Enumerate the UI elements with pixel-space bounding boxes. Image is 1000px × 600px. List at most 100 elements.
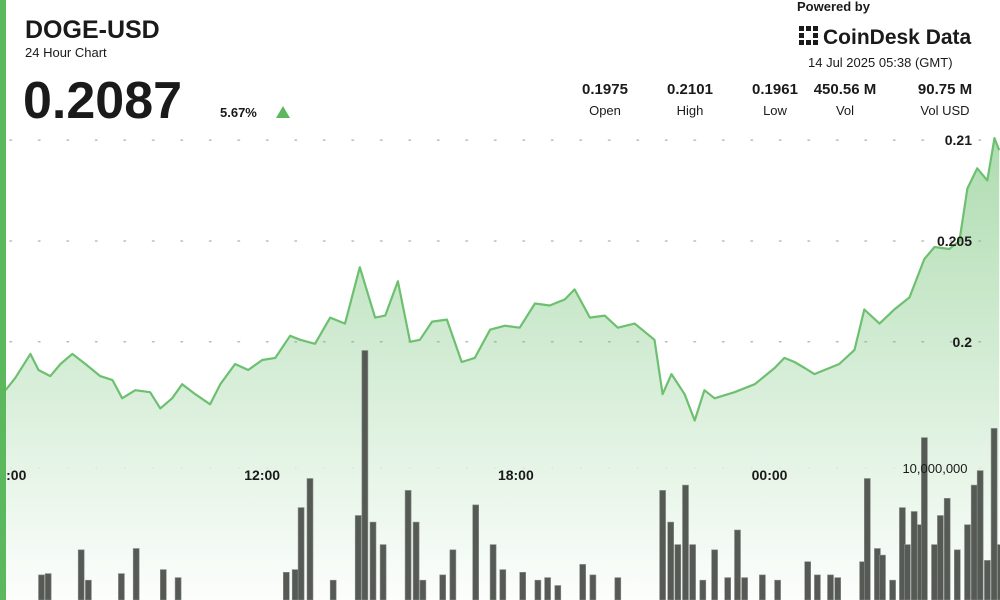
powered-by: Powered by	[797, 0, 871, 14]
plot-area: 0.2 0.205 0.21 06:00 12:00 18:00 00:00 10,000,0…	[0, 132, 1000, 600]
subtitle: 24 Hour Chart	[25, 45, 107, 60]
volume-bar	[682, 484, 689, 600]
brand: CoinDesk Data	[823, 26, 972, 49]
volume-bar	[44, 573, 52, 600]
volume-bar	[472, 504, 480, 600]
label-layer: 0.2 0.205 0.21 06:00 12:00 18:00 00:00 10,000,0…	[0, 132, 972, 483]
volume-bar	[160, 569, 167, 600]
volume-bar	[291, 569, 299, 600]
volume-bar	[282, 571, 290, 600]
volume-bar	[174, 577, 182, 600]
volume-bar	[404, 490, 412, 600]
volume-bar	[329, 579, 337, 600]
volume-bar	[931, 544, 938, 600]
volume-bar	[970, 484, 978, 600]
volume-bar	[711, 549, 718, 600]
volume-bar	[759, 574, 766, 600]
volume-bar	[118, 573, 125, 600]
volume-bar	[419, 579, 427, 600]
stats: 0.1975 Open 0.2101 High 0.1961 Low 450.56 M Vol…	[582, 81, 972, 118]
x-tick-label: 00:00	[752, 467, 788, 483]
volume-bar	[659, 490, 666, 600]
stat-label: Vol USD	[920, 103, 969, 118]
x-tick-label: 18:00	[498, 467, 534, 483]
stat-label: Low	[763, 103, 787, 118]
symbol: DOGE-USD	[25, 16, 160, 44]
volume-bar	[964, 524, 971, 600]
y-tick-label: 0.2	[953, 334, 973, 350]
volume-bar	[412, 521, 420, 600]
volume-bar	[85, 579, 92, 600]
volume-bar	[990, 428, 998, 600]
volume-bar	[863, 478, 871, 600]
volume-tick-label: 10,000,000	[902, 461, 967, 476]
volume-bar	[499, 569, 507, 600]
volume-bar	[554, 585, 562, 600]
volume-bar	[953, 549, 961, 600]
stat-label: Vol	[836, 103, 854, 118]
volume-bar	[369, 521, 377, 600]
volume-bar	[937, 515, 944, 600]
line-layer	[4, 137, 1000, 422]
stat-value: 450.56 M	[814, 81, 877, 98]
volume-bar	[904, 544, 911, 600]
volume-bar	[534, 579, 542, 600]
volume-bar	[519, 571, 527, 600]
volume-bar	[734, 529, 741, 600]
volume-bar	[439, 574, 447, 600]
y-tick-label: 0.205	[937, 233, 972, 249]
volume-bar	[879, 554, 886, 600]
volume-bar	[489, 544, 497, 600]
x-tick-label: 12:00	[244, 467, 280, 483]
volume-bar	[361, 350, 369, 600]
stat-value: 0.1961	[752, 81, 798, 98]
stat-value: 0.2101	[667, 81, 713, 98]
stat-label: High	[677, 103, 704, 118]
price-line	[4, 137, 1000, 422]
price: 0.2087	[23, 72, 182, 130]
volume-bar	[38, 574, 45, 600]
volume-bar	[297, 507, 305, 600]
volume-bar	[579, 564, 587, 600]
timestamp: 14 Jul 2025 05:38 (GMT)	[808, 55, 953, 70]
up-arrow	[276, 106, 290, 118]
stat-value: 90.75 M	[918, 81, 972, 98]
volume-bar	[354, 515, 362, 600]
volume-bar	[814, 574, 821, 600]
volume-bar	[910, 511, 918, 600]
volume-bar	[774, 579, 781, 600]
accent-bar	[0, 0, 6, 600]
x-tick-label: 06:00	[0, 467, 27, 483]
volume-bar	[724, 577, 732, 600]
change: 5.67%	[220, 105, 257, 120]
volume-bar	[379, 544, 387, 600]
volume-bar	[984, 560, 991, 600]
volume-bar	[834, 577, 842, 600]
volume-bar	[804, 561, 812, 600]
volume-bar	[544, 577, 551, 600]
volume-bar	[674, 544, 682, 600]
volume-bar	[997, 544, 1000, 600]
brand-logo	[799, 26, 818, 45]
volume-bar	[614, 577, 622, 600]
volume-bar	[889, 579, 896, 600]
volume-bar	[741, 577, 748, 600]
volume-bar	[306, 478, 314, 600]
volume-bar	[77, 549, 85, 600]
volume-bar	[689, 544, 696, 600]
bar-layer	[38, 350, 1000, 600]
volume-bar	[667, 521, 675, 600]
stat-label: Open	[589, 103, 621, 118]
volume-bar	[449, 549, 457, 600]
price-area	[5, 138, 1000, 600]
volume-bar	[132, 548, 140, 600]
volume-bar	[976, 470, 984, 600]
y-tick-label: 0.21	[945, 132, 972, 148]
stat-value: 0.1975	[582, 81, 628, 98]
volume-bar	[921, 437, 928, 600]
volume-bar	[699, 579, 707, 600]
volume-bar	[827, 574, 834, 600]
area-layer	[5, 138, 1000, 600]
volume-bar	[943, 497, 951, 600]
